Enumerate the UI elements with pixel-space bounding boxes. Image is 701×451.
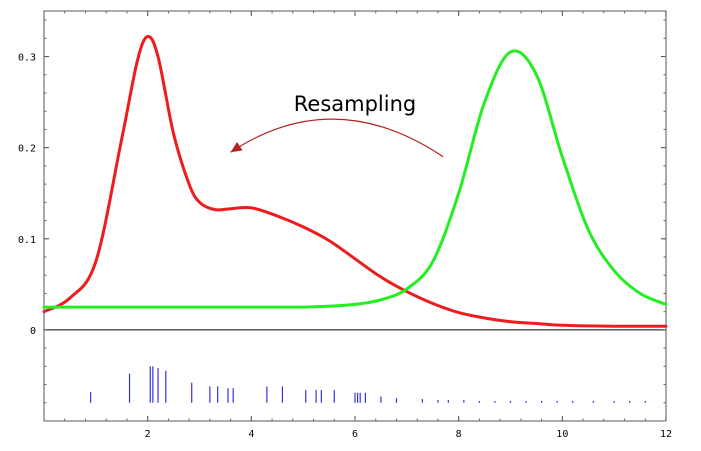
series-line-green bbox=[42, 49, 668, 309]
annotation-layer: Resampling bbox=[230, 92, 444, 158]
plot-frame bbox=[43, 10, 667, 422]
y-tick-label: 0 bbox=[30, 326, 36, 337]
arrowhead-icon bbox=[230, 141, 243, 153]
y-tick-label: 0.2 bbox=[18, 144, 36, 155]
series-layer bbox=[42, 34, 668, 328]
x-axis-ticks: 2 4 6 8 10 12 bbox=[64, 11, 672, 440]
resampling-arrow bbox=[230, 118, 444, 158]
x-tick-label: 4 bbox=[248, 429, 254, 440]
rug-layer bbox=[90, 366, 646, 403]
resampling-label: Resampling bbox=[294, 92, 416, 116]
x-tick-label: 6 bbox=[352, 429, 358, 440]
y-tick-label: 0.3 bbox=[18, 53, 36, 64]
x-tick-label: 8 bbox=[456, 429, 462, 440]
x-tick-label: 12 bbox=[660, 429, 672, 440]
x-tick-label: 10 bbox=[556, 429, 568, 440]
y-tick-label: 0.1 bbox=[18, 235, 36, 246]
x-tick-label: 2 bbox=[145, 429, 151, 440]
series-line-red bbox=[42, 34, 668, 328]
plot-border bbox=[43, 10, 667, 422]
y-axis-ticks: 0 0.1 0.2 0.3 bbox=[18, 19, 666, 422]
